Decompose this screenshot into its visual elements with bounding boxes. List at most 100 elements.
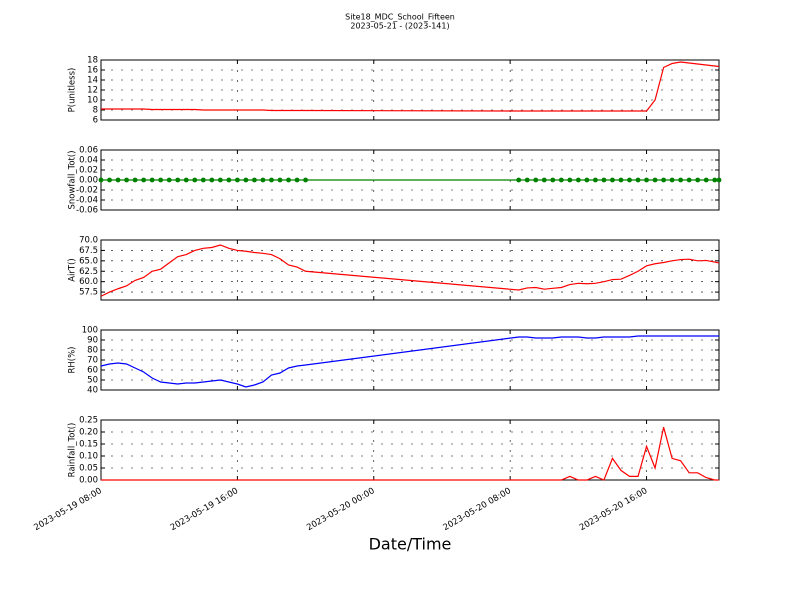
axes-frame [100,329,720,391]
data-point [516,177,522,183]
data-point [98,177,104,183]
data-point [132,177,138,183]
data-point [618,177,624,183]
data-point [558,177,564,183]
y-tick-label: 57.5 [79,288,98,298]
data-point [277,177,283,183]
y-axis-label: Snowfall_Tot() [68,150,78,209]
x-axis-label: Date/Time [369,535,452,554]
x-tick-label: 2023-05-19 08:00 [32,486,103,533]
data-point [260,177,266,183]
data-point [200,177,206,183]
y-tick-label: 0.00 [79,476,98,486]
data-point [627,177,632,183]
y-tick-label: 14 [87,76,98,86]
y-tick-label: 60.0 [79,277,98,287]
data-point [703,177,709,183]
data-point [107,177,112,183]
x-tick-label: 2023-05-20 16:00 [578,486,649,533]
y-tick-label: 18 [87,56,98,66]
data-point [243,177,249,183]
y-tick-label: 70.0 [79,236,98,246]
y-tick-label: 10 [87,96,98,106]
data-point [550,177,556,183]
data-point [533,177,539,183]
data-point [149,177,155,183]
y-tick-label: 90 [87,336,98,346]
subplot: 57.560.062.565.067.570.0 AirT() [68,236,720,301]
data-point [141,177,147,183]
y-tick-label: 0.10 [79,452,98,462]
y-tick-label: 0.02 [79,166,98,176]
y-tick-label: 62.5 [79,267,98,277]
y-tick-label: 0.25 [79,416,98,426]
axes-frame [100,239,720,301]
chart-title: Site18_MDC_School_Fifteen [345,13,455,22]
data-point [269,177,274,183]
y-tick-label: 6 [93,116,98,126]
data-point [192,177,198,183]
data-point [158,177,164,183]
chart-subtitle: 2023-05-21 - (2023-141) [350,22,449,31]
data-line [101,61,720,112]
data-point [303,177,308,183]
y-tick-label: 80 [87,346,98,356]
y-tick-label: 0.15 [79,440,98,450]
y-tick-label: 0.20 [79,428,98,438]
data-point [601,177,607,183]
y-tick-label: -0.06 [76,206,98,216]
data-point [610,177,615,183]
data-line [100,335,719,388]
y-tick-label: 16 [87,66,98,76]
data-point [166,177,172,183]
x-tick-label: 2023-05-20 00:00 [305,486,376,533]
data-point [286,177,291,183]
data-point [716,177,722,183]
data-point [226,177,232,183]
subplot: 0.00 0.05 0.10 0.15 0.20 0.25 2023-05-19 08:00… [32,416,720,533]
y-tick-label: 0.06 [79,146,98,156]
y-tick-label: 0.05 [79,464,98,474]
y-axis-label: RH(%) [68,346,78,373]
data-point [644,177,649,183]
data-point [712,177,718,183]
data-point [678,177,684,183]
data-point [541,177,547,183]
data-point [115,177,121,183]
x-tick-label: 2023-05-20 08:00 [442,486,513,533]
y-axis-label: AirT() [68,258,78,282]
data-point [593,177,598,183]
data-point [575,177,581,183]
data-point [652,177,658,183]
data-point [661,177,666,183]
y-tick-label: 100 [82,326,98,336]
y-axis-label: Rainfall_Tot() [68,423,78,478]
y-tick-label: 65.0 [79,256,98,266]
y-tick-label: 60 [87,366,98,376]
data-point [252,177,257,183]
data-point [524,177,530,183]
axes-frame [100,419,720,481]
data-point [635,177,641,183]
data-line [101,427,719,481]
axes-frame [100,59,720,121]
y-tick-label: -0.04 [76,196,98,206]
x-tick-label: 2023-05-19 16:00 [169,486,240,533]
data-point [217,177,223,183]
y-tick-label: 67.5 [79,246,98,256]
y-tick-label: 8 [93,106,98,116]
data-point [234,177,240,183]
data-point [124,177,129,183]
data-point [567,177,573,183]
y-tick-label: -0.02 [76,186,98,196]
y-tick-label: 0.04 [79,156,98,166]
data-point [294,177,300,183]
data-point [584,177,590,183]
y-axis-label: P(unitless) [68,68,78,113]
data-line [100,244,720,297]
data-point [669,177,675,183]
